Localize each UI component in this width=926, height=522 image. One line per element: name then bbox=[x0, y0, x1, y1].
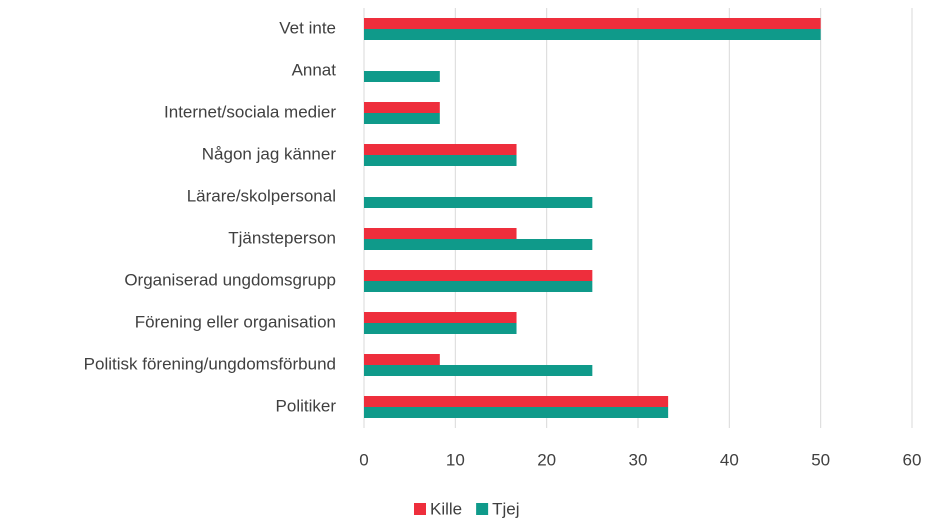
bar bbox=[364, 155, 517, 166]
x-tick-label: 40 bbox=[720, 450, 739, 469]
legend-label: Kille bbox=[430, 499, 462, 518]
y-tick-label: Förening eller organisation bbox=[135, 312, 336, 331]
y-tick-label: Någon jag känner bbox=[202, 144, 337, 163]
y-tick-label: Organiserad ungdomsgrupp bbox=[124, 270, 336, 289]
x-tick-label: 0 bbox=[359, 450, 368, 469]
bar bbox=[364, 18, 821, 29]
bar bbox=[364, 312, 517, 323]
bar bbox=[364, 354, 440, 365]
y-tick-label: Politiker bbox=[276, 396, 337, 415]
x-tick-label: 60 bbox=[903, 450, 922, 469]
bar bbox=[364, 407, 669, 418]
bar bbox=[364, 396, 669, 407]
x-tick-label: 50 bbox=[811, 450, 830, 469]
y-tick-label: Internet/sociala medier bbox=[164, 102, 336, 121]
y-tick-label: Vet inte bbox=[279, 18, 336, 37]
bar bbox=[364, 323, 517, 334]
x-tick-label: 20 bbox=[537, 450, 556, 469]
bar bbox=[364, 113, 440, 124]
bar bbox=[364, 197, 593, 208]
y-tick-label: Lärare/skolpersonal bbox=[187, 186, 336, 205]
legend-swatch bbox=[414, 503, 426, 515]
bar bbox=[364, 144, 517, 155]
bar bbox=[364, 29, 821, 40]
y-tick-label: Tjänsteperson bbox=[228, 228, 336, 247]
bar bbox=[364, 239, 593, 250]
bar bbox=[364, 228, 517, 239]
bar bbox=[364, 102, 440, 113]
bar bbox=[364, 281, 593, 292]
x-tick-label: 10 bbox=[446, 450, 465, 469]
legend-label: Tjej bbox=[492, 499, 519, 518]
bar bbox=[364, 365, 593, 376]
bar bbox=[364, 71, 440, 82]
bar bbox=[364, 270, 593, 281]
y-tick-label: Annat bbox=[292, 60, 337, 79]
legend-swatch bbox=[476, 503, 489, 515]
x-tick-label: 30 bbox=[629, 450, 648, 469]
y-tick-label: Politisk förening/ungdomsförbund bbox=[84, 354, 336, 373]
